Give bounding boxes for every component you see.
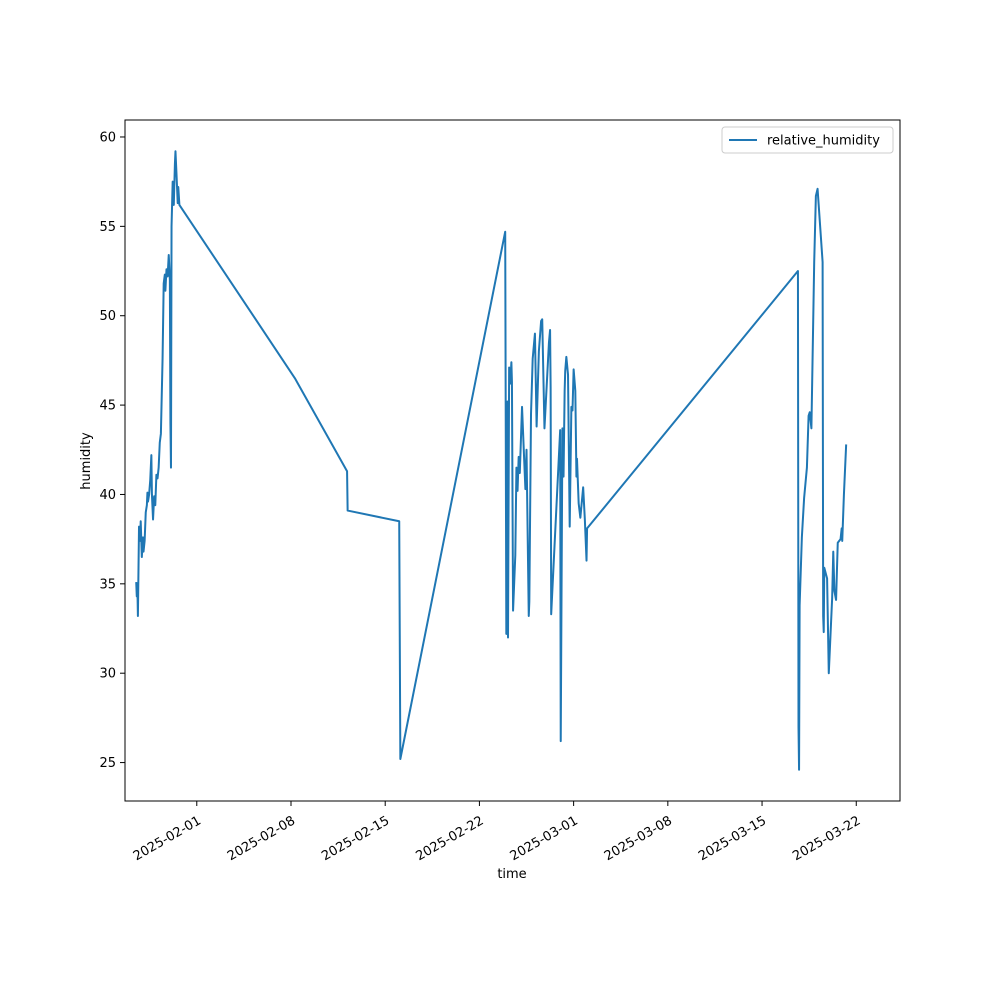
series-layer: [135, 150, 848, 771]
y-tick-label: 55: [99, 220, 116, 235]
y-tick-label: 45: [99, 399, 116, 414]
y-tick-label: 30: [99, 667, 116, 682]
y-tick-label: 50: [99, 309, 116, 324]
axes-frame: [124, 119, 901, 802]
x-axis-label: time: [497, 867, 526, 882]
y-tick-label: 25: [99, 756, 116, 771]
legend: relative_humidity: [721, 126, 894, 154]
y-tick-label: 40: [99, 488, 116, 503]
series-line-relative-humidity: [135, 150, 848, 771]
legend-label: relative_humidity: [767, 134, 880, 149]
y-axis: 25 30 35 40 45 50 55 60: [99, 130, 125, 771]
y-tick-label: 35: [99, 577, 116, 592]
y-axis-label: humidity: [79, 432, 94, 490]
legend-box: [721, 126, 894, 154]
y-tick-label: 60: [99, 130, 116, 145]
